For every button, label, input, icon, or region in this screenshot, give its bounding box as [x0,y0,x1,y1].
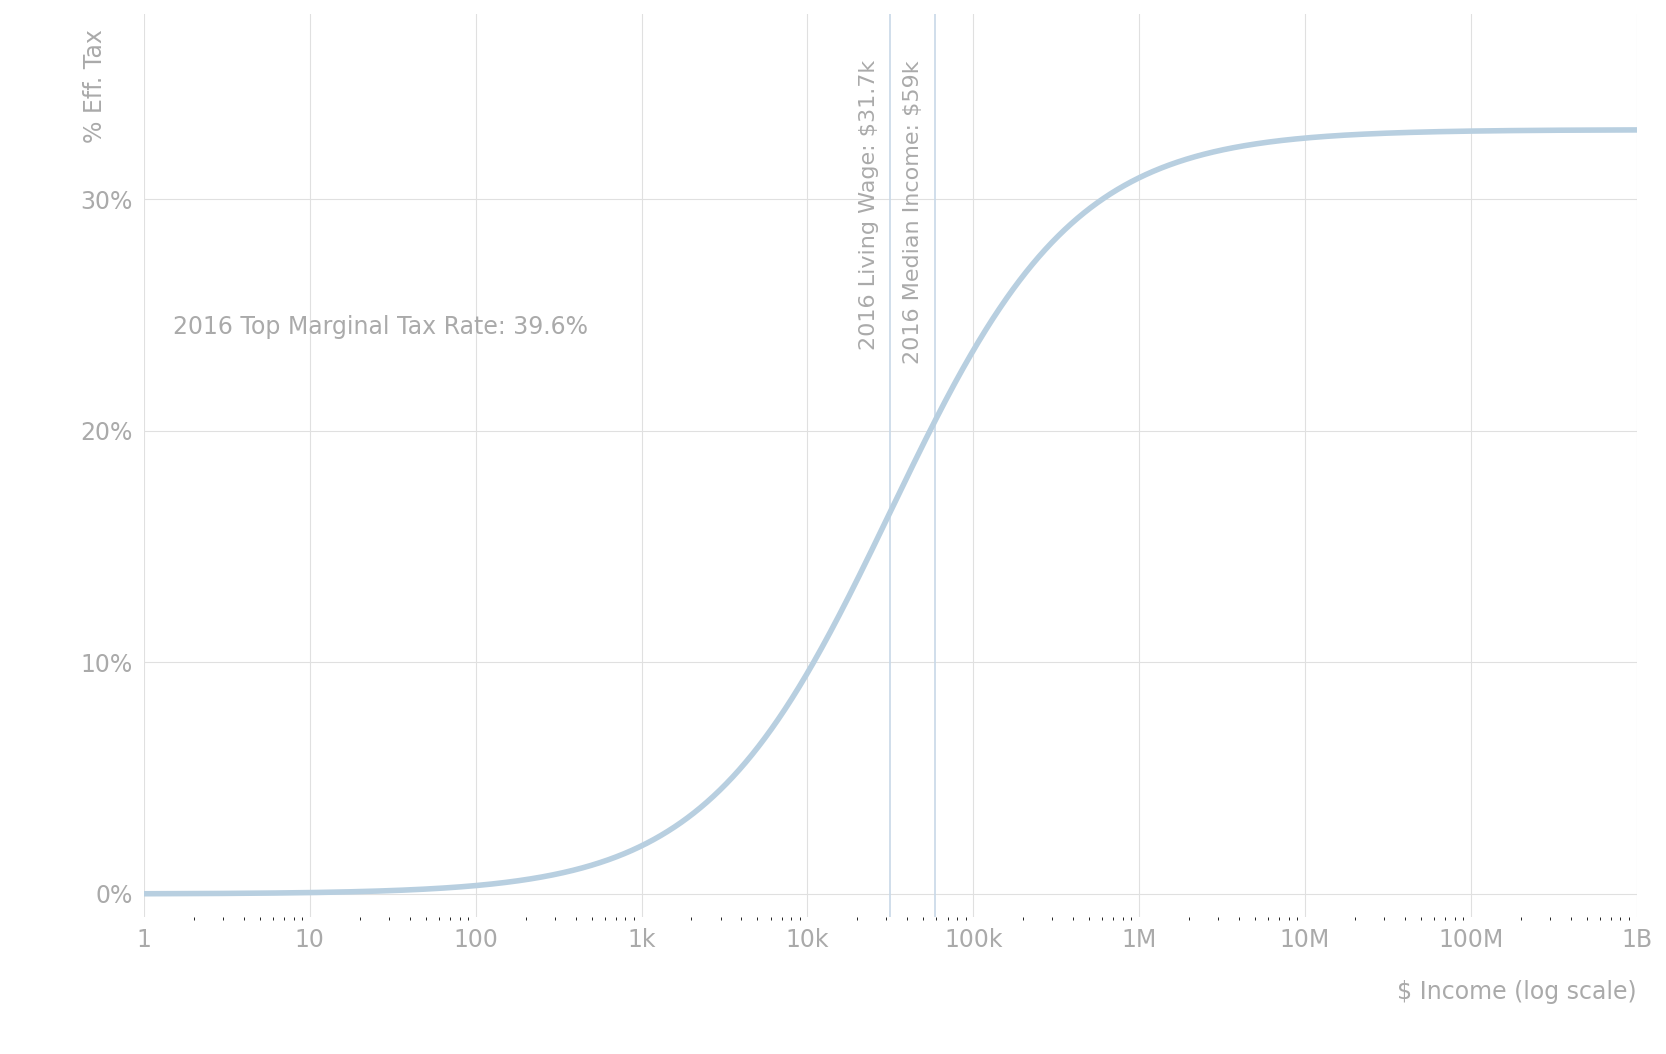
Text: 2016 Living Wage: $31.7k: 2016 Living Wage: $31.7k [858,60,878,351]
Text: 2016 Top Marginal Tax Rate: 39.6%: 2016 Top Marginal Tax Rate: 39.6% [173,314,588,338]
X-axis label: $ Income (log scale): $ Income (log scale) [1398,980,1638,1004]
Y-axis label: % Eff. Tax: % Eff. Tax [83,30,107,143]
Text: 2016 Median Income: $59k: 2016 Median Income: $59k [903,60,923,364]
